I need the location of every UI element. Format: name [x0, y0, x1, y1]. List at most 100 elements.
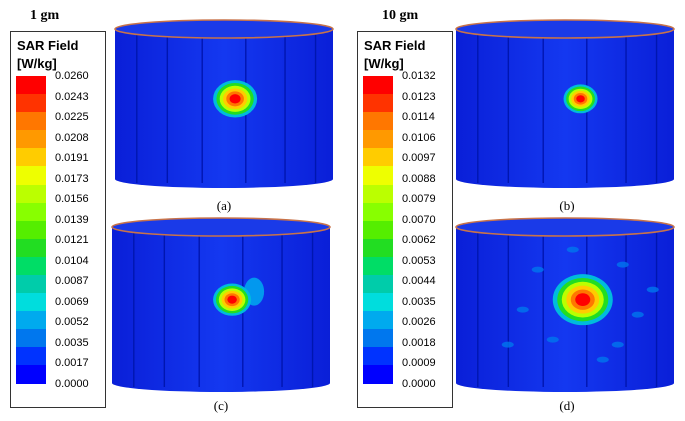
legend-swatch	[16, 94, 46, 113]
legend-swatch	[16, 76, 46, 95]
legend-tick-label: 0.0121	[55, 234, 89, 246]
colorbar-legend-1gm: SAR Field [W/kg] 0.0260 0.0243 0.0225 0.020…	[10, 31, 106, 408]
legend-swatch	[363, 311, 393, 330]
legend-unit-10gm: [W/kg]	[364, 56, 404, 71]
legend-tick-label: 0.0139	[55, 213, 89, 226]
panel-c	[110, 216, 332, 394]
sar-speckle	[566, 246, 579, 253]
legend-tick-label: 0.0035	[402, 295, 436, 308]
legend-tick-label: 0.0260	[55, 70, 89, 82]
group-label-10gm: 10 gm	[382, 8, 419, 23]
legend-swatch	[16, 184, 46, 204]
legend-swatch	[363, 94, 393, 113]
legend-swatch	[363, 220, 393, 240]
legend-tick-label: 0.0062	[402, 234, 436, 246]
legend-tick-label: 0.0044	[402, 275, 436, 287]
sar-speckle	[516, 306, 529, 313]
legend-swatch	[16, 347, 46, 366]
legend-swatch	[16, 238, 46, 258]
cylinder-top-rim	[455, 217, 675, 237]
legend-tick-label: 0.0132	[402, 70, 436, 82]
legend-title-1gm: SAR Field	[17, 38, 79, 53]
cylinder-top-rim	[114, 19, 334, 39]
legend-tick-label: 0.0106	[402, 131, 436, 144]
sar-hotspot-contour	[229, 94, 241, 104]
legend-tick-label: 0.0088	[402, 172, 436, 185]
sar-hotspot-contour	[227, 295, 237, 304]
cylinder-sar-map-a	[114, 19, 334, 188]
legend-swatch	[363, 148, 393, 168]
colorbar-legend-10gm: SAR Field [W/kg] 0.0132 0.0123 0.0114 0.010…	[357, 31, 453, 408]
legend-tick-label: 0.0035	[55, 336, 89, 349]
sar-speckle	[611, 341, 624, 348]
legend-tick-label: 0.0156	[55, 193, 89, 205]
legend-swatch	[363, 256, 393, 276]
panel-b	[454, 18, 676, 190]
legend-swatch	[363, 112, 393, 131]
legend-swatch	[16, 365, 46, 385]
legend-tick-label: 0.0079	[402, 193, 436, 205]
cylinder-body	[456, 29, 674, 188]
legend-swatch	[363, 130, 393, 149]
legend-swatch	[363, 202, 393, 222]
legend-swatch	[363, 184, 393, 204]
cylinder-top-rim	[111, 217, 331, 237]
cylinder-sar-map-c	[111, 217, 331, 392]
legend-tick-label: 0.0070	[402, 213, 436, 226]
sar-speckle	[546, 336, 559, 343]
legend-tick-label: 0.0104	[55, 254, 89, 267]
sar-speckle	[501, 341, 514, 348]
legend-swatch	[363, 329, 393, 348]
legend-swatch	[16, 274, 46, 294]
legend-swatch	[363, 365, 393, 385]
legend-swatch	[363, 238, 393, 258]
legend-tick-label: 0.0017	[55, 357, 89, 369]
legend-swatch	[363, 76, 393, 95]
legend-tick-label: 0.0069	[55, 295, 89, 308]
caption-d: (d)	[559, 398, 575, 413]
sar-speckle	[616, 261, 629, 268]
sar-speckle	[631, 311, 644, 318]
caption-b: (b)	[559, 198, 575, 213]
legend-tick-label: 0.0009	[402, 357, 436, 369]
legend-tick-label: 0.0114	[402, 111, 435, 123]
legend-tick-label: 0.0026	[402, 316, 436, 328]
sar-speckle	[646, 286, 659, 293]
legend-title-10gm: SAR Field	[364, 38, 426, 53]
panel-d	[454, 216, 676, 394]
legend-tick-label: 0.0243	[55, 90, 89, 103]
legend-swatch	[16, 202, 46, 222]
legend-swatch	[363, 166, 393, 186]
sar-hotspot-contour	[576, 95, 585, 103]
cylinder-sar-map-b	[455, 19, 675, 188]
legend-swatch	[16, 293, 46, 312]
sar-speckle	[531, 266, 544, 273]
cylinder-sar-map-d	[455, 217, 675, 392]
legend-tick-label: 0.0097	[402, 152, 436, 164]
caption-a: (a)	[216, 198, 232, 213]
legend-tick-label: 0.0123	[402, 90, 436, 103]
legend-swatch	[16, 130, 46, 149]
legend-swatch	[16, 220, 46, 240]
legend-swatch	[16, 311, 46, 330]
legend-tick-label: 0.0087	[55, 275, 89, 287]
sar-speckle	[596, 356, 609, 363]
legend-swatch	[16, 166, 46, 186]
legend-swatch	[363, 347, 393, 366]
legend-tick-label: 0.0191	[55, 152, 89, 164]
legend-tick-label: 0.0018	[402, 336, 436, 349]
legend-unit-1gm: [W/kg]	[17, 56, 57, 71]
panel-a	[113, 18, 335, 190]
legend-swatch	[16, 148, 46, 168]
legend-tick-label: 0.0208	[55, 131, 89, 144]
legend-tick-label: 0.0053	[402, 254, 436, 267]
sar-hotspot-contour	[575, 293, 591, 307]
legend-tick-label: 0.0052	[55, 316, 89, 328]
legend-tick-label: 0.0000	[402, 377, 436, 390]
legend-swatch	[16, 112, 46, 131]
legend-tick-label: 0.0173	[55, 172, 89, 185]
caption-c: (c)	[213, 398, 229, 413]
legend-tick-label: 0.0000	[55, 377, 89, 390]
legend-swatch	[363, 274, 393, 294]
cylinder-top-rim	[455, 19, 675, 39]
